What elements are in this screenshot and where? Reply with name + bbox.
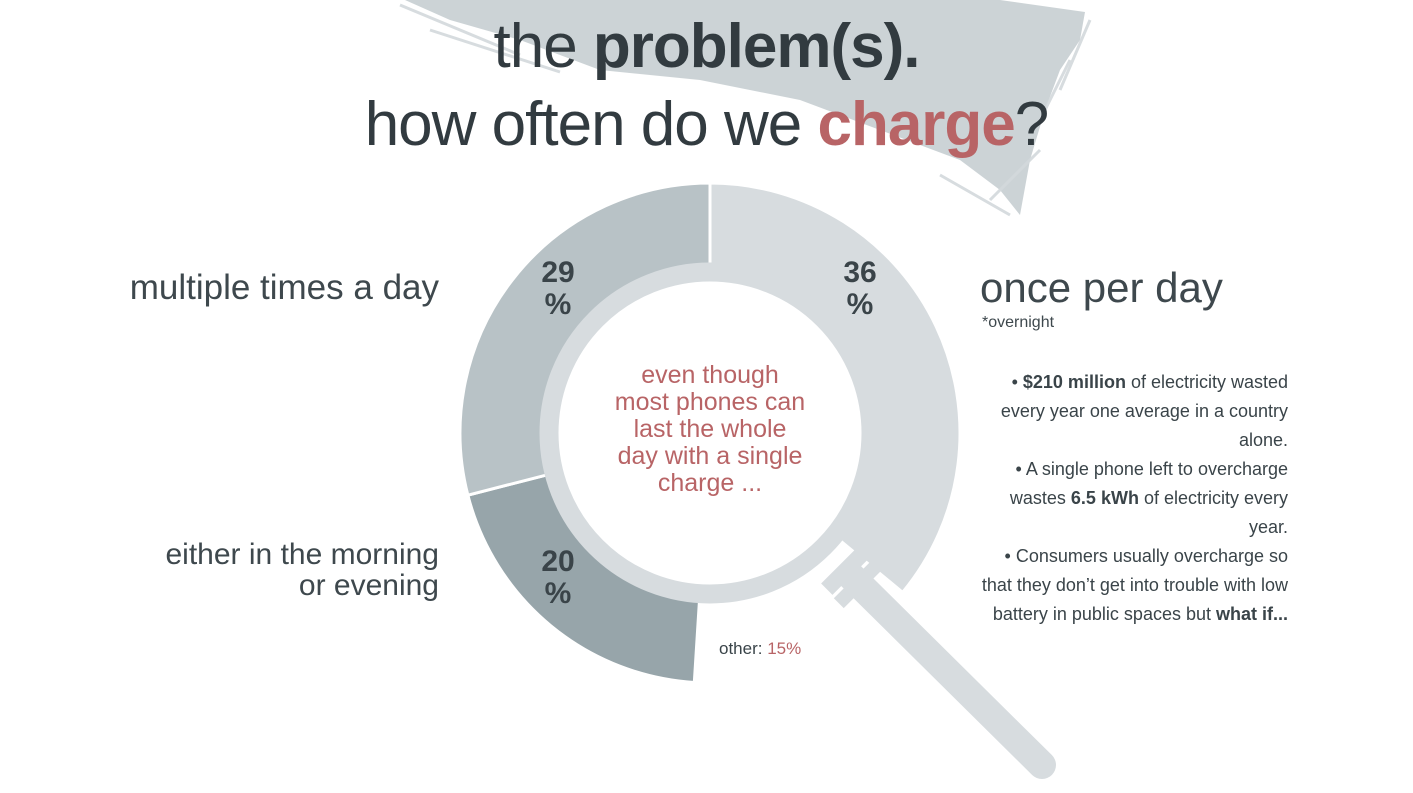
percent-value-once: 36 xyxy=(843,256,877,289)
fact-highlight: 6.5 kWh xyxy=(1070,488,1139,508)
magnifier-lens xyxy=(559,282,861,584)
fact-text: A single phone left to overcharge wastes xyxy=(1009,459,1288,508)
segment-label-either-line2: or evening xyxy=(298,569,439,602)
magnifier-handle xyxy=(821,541,1056,779)
title-period: . xyxy=(903,12,920,81)
center-callout: even though most phones can last the who… xyxy=(595,362,825,497)
title-accent-word: charge xyxy=(817,90,1015,159)
percent-sign-once: % xyxy=(846,288,874,321)
fact-item: • A single phone left to overcharge wast… xyxy=(980,455,1288,542)
segment-label-once: once per day xyxy=(980,264,1223,311)
segment-label-either-line1: either in the morning xyxy=(165,538,440,571)
percent-label-multiple: 29 % xyxy=(528,257,588,321)
percent-label-either: 20 % xyxy=(528,546,588,610)
center-callout-line: most phones can xyxy=(614,388,806,416)
other-label: other: 15% xyxy=(719,639,801,659)
page-title-line2: how often do we charge? xyxy=(0,86,1413,164)
percent-sign-multiple: % xyxy=(544,288,572,321)
fact-bullet: • xyxy=(1011,372,1023,392)
percent-label-once: 36 % xyxy=(830,257,890,321)
fact-bullet: • xyxy=(1004,546,1016,566)
title-prefix: the xyxy=(493,12,593,81)
fact-text: of electricity wasted every year one ave… xyxy=(1000,372,1288,450)
segment-label-once-note: *overnight xyxy=(982,314,1055,331)
other-label-text: other: xyxy=(719,639,768,658)
fact-bullet: • xyxy=(1015,459,1026,479)
segment-label-multiple: multiple times a day xyxy=(129,268,439,307)
other-label-value: 15% xyxy=(767,639,802,658)
facts-list: • $210 million of electricity wasted eve… xyxy=(980,368,1288,629)
fact-text: of electricity every year. xyxy=(1138,488,1288,537)
percent-value-multiple: 29 xyxy=(541,256,575,289)
fact-text: Consumers usually overcharge so that the… xyxy=(981,546,1288,624)
center-callout-line: last the whole xyxy=(633,415,787,443)
page-title-line1: the problem(s). xyxy=(0,8,1413,86)
segment-label-either: either in the morning or evening xyxy=(166,539,440,601)
center-callout-line: day with a single xyxy=(617,442,803,470)
magnifier-ring xyxy=(539,262,881,604)
percent-sign-either: % xyxy=(544,577,572,610)
center-callout-line: even though xyxy=(641,361,779,389)
center-callout-line: charge ... xyxy=(657,469,763,497)
fact-item: • Consumers usually overcharge so that t… xyxy=(980,542,1288,629)
title-question-prefix: how often do we xyxy=(364,90,818,159)
title-bold-word: problem(s) xyxy=(592,12,904,81)
fact-item: • $210 million of electricity wasted eve… xyxy=(980,368,1288,455)
fact-highlight: what if... xyxy=(1216,604,1288,624)
title-question-mark: ? xyxy=(1014,90,1049,159)
fact-highlight: $210 million xyxy=(1022,372,1126,392)
percent-value-either: 20 xyxy=(541,545,575,578)
